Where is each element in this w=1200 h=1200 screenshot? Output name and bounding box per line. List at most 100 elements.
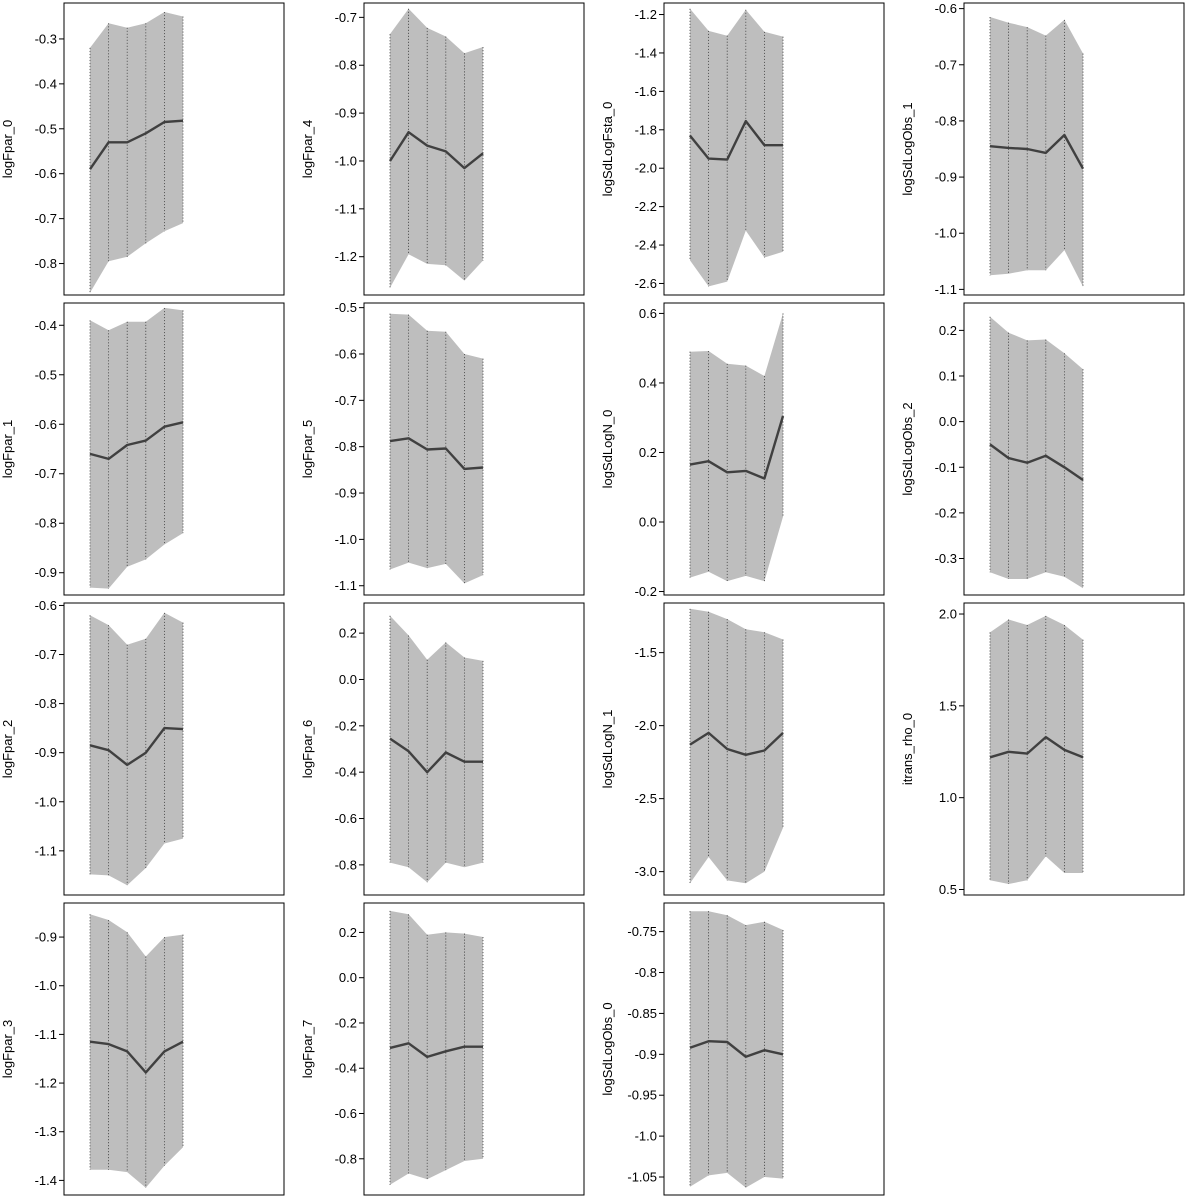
y-tick-label: -2.2 <box>635 199 657 214</box>
y-tick-label: -2.4 <box>635 238 657 253</box>
y-axis-title: itrans_rho_0 <box>900 713 915 785</box>
plot-frame <box>363 602 585 896</box>
plot-frame <box>363 902 585 1196</box>
y-tick-label: -0.85 <box>627 1006 657 1021</box>
interval-band <box>90 914 183 1188</box>
panel-itrans_rho_0: 2.0 1.5 1.0 0.5 itrans_rho_0 <box>900 602 1185 897</box>
y-tick-label: -1.0 <box>35 978 57 993</box>
panel-logFpar_6: 0.2 0.0 -0.2 -0.4 -0.6 -0.8 logFpar_6 <box>300 602 585 896</box>
y-axis-title: logSdLogFsta_0 <box>600 102 615 197</box>
y-tick-label: -0.8 <box>335 857 357 872</box>
y-tick-label: -0.8 <box>335 1151 357 1166</box>
y-axis-title: logFpar_1 <box>0 420 15 479</box>
y-tick-label: -0.5 <box>35 121 57 136</box>
y-axis-title: logFpar_4 <box>300 120 315 179</box>
y-axis-title: logSdLogN_0 <box>600 410 615 489</box>
y-tick-label: -1.4 <box>35 1173 57 1188</box>
mean-line <box>89 726 184 767</box>
plot-frame <box>63 902 285 1196</box>
y-axis-title: logSdLogObs_2 <box>900 402 915 495</box>
mean-line <box>689 415 785 480</box>
y-tick-label: -1.6 <box>635 84 657 99</box>
mean-line <box>89 119 184 170</box>
y-tick-label: -0.6 <box>335 346 357 361</box>
y-tick-label: -0.7 <box>935 57 957 72</box>
y-tick-label: 0.2 <box>939 323 957 338</box>
y-tick-label: 2.0 <box>939 607 957 622</box>
y-tick-label: -0.9 <box>935 170 957 185</box>
y-tick-label: 0.4 <box>639 375 657 390</box>
y-axis-title: logSdLogObs_0 <box>600 1002 615 1095</box>
y-tick-label: -1.0 <box>335 532 357 547</box>
y-tick-label: -1.05 <box>627 1170 657 1185</box>
y-tick-label: -0.8 <box>935 113 957 128</box>
y-tick-label: -0.8 <box>335 439 357 454</box>
y-tick-label: -0.6 <box>35 598 57 613</box>
y-axis-title: logFpar_3 <box>0 1020 15 1079</box>
panel-logFpar_7: 0.2 0.0 -0.2 -0.4 -0.6 -0.8 logFpar_7 <box>300 902 585 1196</box>
y-tick-label: -0.3 <box>935 551 957 566</box>
y-tick-label: -0.7 <box>35 211 57 226</box>
y-tick-label: -0.9 <box>335 486 357 501</box>
interval-band <box>390 910 483 1185</box>
panel-logSdLogFsta_0: -1.2 -1.4 -1.6 -1.8 -2.0 -2.2 -2.4 -2.6 logSdLog… <box>600 2 885 296</box>
y-tick-label: -0.8 <box>35 696 57 711</box>
y-tick-label: 0.0 <box>939 414 957 429</box>
y-tick-label: -0.7 <box>335 393 357 408</box>
y-tick-label: -1.2 <box>35 1076 57 1091</box>
panel-logSdLogObs_0: -0.75 -0.8 -0.85 -0.9 -0.95 -1.0 -1.05 logSdLog… <box>600 902 885 1196</box>
plot-frame <box>663 602 885 896</box>
mean-line <box>389 737 483 774</box>
y-tick-label: -1.1 <box>335 578 357 593</box>
mean-line <box>89 1040 184 1074</box>
y-tick-label: -1.1 <box>35 843 57 858</box>
y-tick-label: 0.6 <box>639 306 657 321</box>
plot-frame <box>63 602 285 896</box>
plot-frame <box>363 302 585 596</box>
y-tick-label: -0.6 <box>335 1106 357 1121</box>
y-axis-title: logFpar_6 <box>300 720 315 779</box>
y-tick-label: -0.4 <box>35 76 57 91</box>
y-tick-label: -1.4 <box>635 45 657 60</box>
y-tick-label: -1.0 <box>935 226 957 241</box>
y-tick-label: -0.9 <box>35 745 57 760</box>
panel-logFpar_3: -0.9 -1.0 -1.1 -1.2 -1.3 -1.4 logFpar_3 <box>0 902 285 1196</box>
interval-band <box>90 612 183 886</box>
y-tick-label: -1.3 <box>35 1124 57 1139</box>
mean-line <box>989 133 1085 170</box>
y-tick-label: 0.0 <box>639 515 657 530</box>
y-tick-label: -0.4 <box>35 318 57 333</box>
interval-band <box>690 608 783 884</box>
y-tick-label: -0.6 <box>35 417 57 432</box>
mean-line <box>989 443 1084 481</box>
y-tick-label: -1.0 <box>635 1129 657 1144</box>
y-tick-label: -0.75 <box>627 924 657 939</box>
y-tick-label: -2.0 <box>635 161 657 176</box>
y-tick-label: -0.6 <box>935 1 957 16</box>
y-tick-label: -0.2 <box>635 584 657 599</box>
plot-frame <box>63 2 285 296</box>
y-tick-label: -1.2 <box>335 249 357 264</box>
y-tick-label: 0.2 <box>339 925 357 940</box>
y-tick-label: -0.7 <box>35 466 57 481</box>
interval-band <box>90 12 183 293</box>
y-axis-title: logSdLogN_1 <box>600 710 615 789</box>
y-tick-label: -2.6 <box>635 276 657 291</box>
plot-frame <box>963 602 1185 896</box>
plot-frame <box>663 902 885 1196</box>
mean-line <box>389 1042 483 1059</box>
y-tick-label: 0.5 <box>939 882 957 897</box>
mean-line <box>989 735 1084 759</box>
mean-line <box>388 130 484 170</box>
y-tick-label: -0.9 <box>35 565 57 580</box>
panel-logSdLogN_1: -1.5 -2.0 -2.5 -3.0 logSdLogN_1 <box>600 602 885 896</box>
panel-logFpar_0: -0.3 -0.4 -0.5 -0.6 -0.7 -0.8 logFpar_0 <box>0 2 285 296</box>
y-tick-label: 0.2 <box>639 445 657 460</box>
y-axis-title: logFpar_7 <box>300 1020 315 1079</box>
y-tick-label: 0.1 <box>939 369 957 384</box>
y-tick-label: -1.1 <box>35 1027 57 1042</box>
y-tick-label: -1.8 <box>635 122 657 137</box>
mean-line <box>689 1039 784 1059</box>
panel-logSdLogObs_1: -0.6 -0.7 -0.8 -0.9 -1.0 -1.1 logSdLogObs_1 <box>900 1 1185 297</box>
